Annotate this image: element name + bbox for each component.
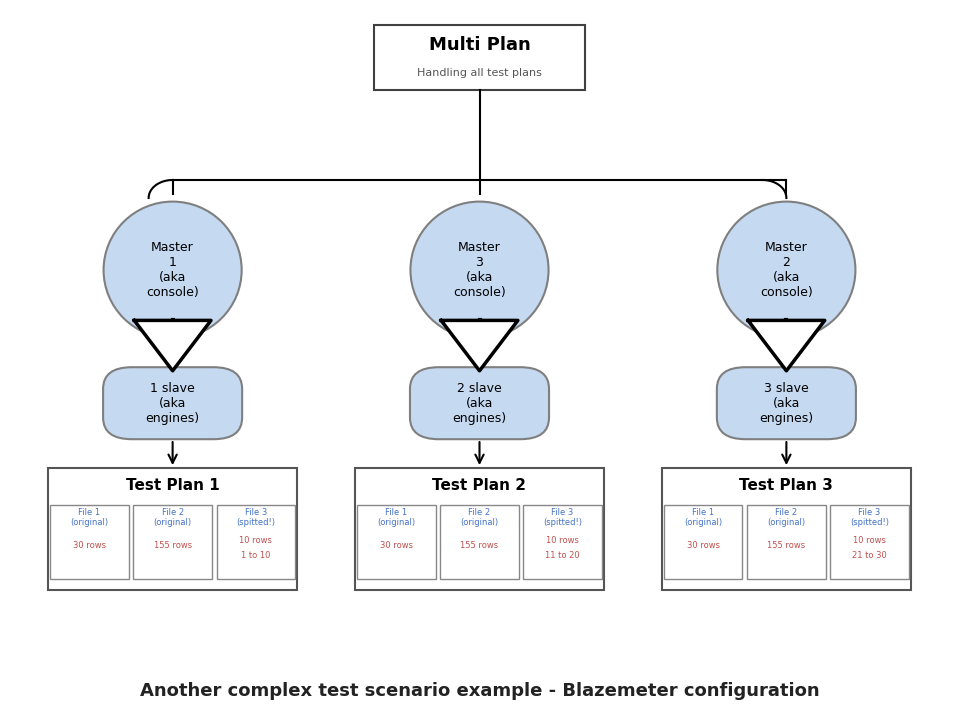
Text: 10 rows: 10 rows (854, 536, 886, 545)
Text: 11 to 20: 11 to 20 (546, 551, 580, 559)
Text: File 1
(original): File 1 (original) (684, 508, 722, 527)
FancyBboxPatch shape (440, 505, 519, 579)
Ellipse shape (104, 202, 242, 338)
FancyBboxPatch shape (358, 505, 435, 579)
Text: 155 rows: 155 rows (153, 541, 192, 550)
Text: Test Plan 3: Test Plan 3 (739, 479, 833, 493)
Text: File 2
(original): File 2 (original) (153, 508, 192, 527)
Text: 155 rows: 155 rows (767, 541, 806, 550)
Text: 21 to 30: 21 to 30 (853, 551, 887, 559)
Polygon shape (134, 320, 211, 371)
Text: File 3
(spitted!): File 3 (spitted!) (543, 508, 582, 527)
Text: Handling all test plans: Handling all test plans (417, 68, 542, 78)
Text: File 1
(original): File 1 (original) (70, 508, 108, 527)
FancyBboxPatch shape (133, 505, 212, 579)
Ellipse shape (717, 202, 855, 338)
Text: Master
3
(aka
console): Master 3 (aka console) (453, 241, 506, 299)
FancyBboxPatch shape (48, 468, 297, 590)
FancyBboxPatch shape (355, 468, 604, 590)
FancyBboxPatch shape (217, 505, 295, 579)
Text: 10 rows: 10 rows (240, 536, 272, 545)
FancyBboxPatch shape (410, 367, 549, 439)
FancyBboxPatch shape (104, 367, 242, 439)
FancyBboxPatch shape (524, 505, 602, 579)
Text: Multi Plan: Multi Plan (429, 36, 530, 54)
FancyBboxPatch shape (374, 25, 585, 90)
FancyBboxPatch shape (50, 505, 129, 579)
Text: 3 slave
(aka
engines): 3 slave (aka engines) (760, 382, 813, 425)
Polygon shape (441, 320, 518, 371)
Text: 1 to 10: 1 to 10 (241, 551, 270, 559)
FancyBboxPatch shape (664, 505, 742, 579)
Ellipse shape (410, 202, 549, 338)
Text: Master
1
(aka
console): Master 1 (aka console) (146, 241, 199, 299)
Text: File 3
(spitted!): File 3 (spitted!) (236, 508, 275, 527)
FancyBboxPatch shape (716, 367, 855, 439)
Polygon shape (748, 320, 825, 371)
Text: Test Plan 1: Test Plan 1 (126, 479, 220, 493)
FancyBboxPatch shape (830, 505, 908, 579)
Text: Another complex test scenario example - Blazemeter configuration: Another complex test scenario example - … (140, 683, 819, 700)
Text: File 1
(original): File 1 (original) (377, 508, 415, 527)
Text: 155 rows: 155 rows (460, 541, 499, 550)
Text: File 2
(original): File 2 (original) (767, 508, 806, 527)
Text: 30 rows: 30 rows (73, 541, 106, 550)
FancyBboxPatch shape (747, 505, 826, 579)
FancyBboxPatch shape (662, 468, 911, 590)
Text: 10 rows: 10 rows (547, 536, 579, 545)
Text: 30 rows: 30 rows (380, 541, 413, 550)
Text: 1 slave
(aka
engines): 1 slave (aka engines) (146, 382, 199, 425)
Text: Master
2
(aka
console): Master 2 (aka console) (760, 241, 813, 299)
Text: File 2
(original): File 2 (original) (460, 508, 499, 527)
Text: File 3
(spitted!): File 3 (spitted!) (850, 508, 889, 527)
Text: 30 rows: 30 rows (687, 541, 720, 550)
Text: Test Plan 2: Test Plan 2 (433, 479, 526, 493)
Text: 2 slave
(aka
engines): 2 slave (aka engines) (453, 382, 506, 425)
